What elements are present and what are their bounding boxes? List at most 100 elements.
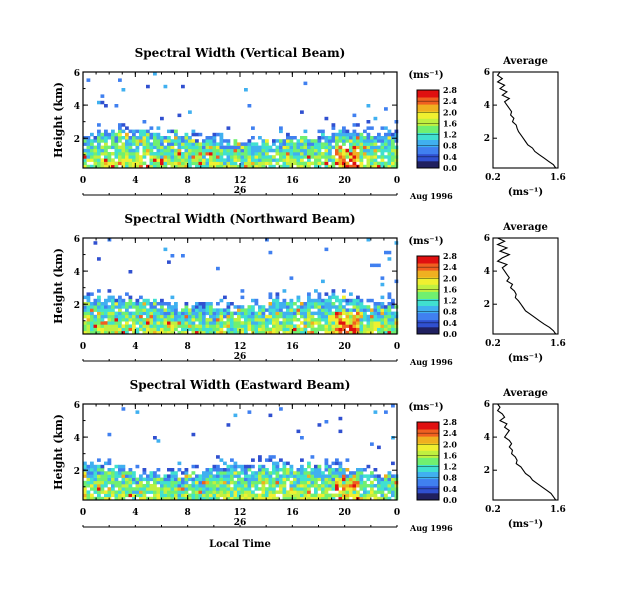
heatmap-cell — [272, 164, 276, 169]
heatmap-cell — [125, 161, 129, 166]
heatmap-cell — [128, 142, 133, 146]
heatmap-cell — [219, 327, 224, 332]
heatmap-cell — [370, 324, 374, 328]
heatmap-cell — [251, 477, 255, 482]
heatmap-cell — [293, 318, 297, 322]
heatmap-cell — [174, 324, 178, 328]
heatmap-cell — [251, 324, 255, 328]
heatmap-cell — [97, 308, 101, 312]
heatmap-cell — [240, 493, 245, 498]
heatmap-cell — [209, 148, 213, 153]
heatmap-cell — [100, 164, 105, 169]
heatmap-cell — [97, 132, 101, 137]
heatmap-cell — [370, 321, 374, 325]
heatmap-cell — [195, 490, 199, 494]
heatmap-cell — [247, 142, 252, 146]
heatmap-cell — [191, 477, 196, 482]
heatmap-cell — [328, 321, 332, 325]
heatmap-cell — [139, 305, 143, 309]
heatmap-cell — [286, 305, 290, 309]
heatmap-cell — [125, 324, 129, 328]
heatmap-cell — [114, 132, 119, 137]
heatmap-cell — [90, 152, 94, 156]
heatmap-cell — [307, 314, 311, 319]
heatmap-cell — [384, 164, 388, 169]
heatmap-cell — [328, 302, 332, 306]
heatmap-cell — [223, 161, 227, 166]
heatmap-cell — [125, 152, 129, 156]
heatmap-cell — [272, 314, 276, 319]
heatmap-cell — [125, 148, 129, 153]
heatmap-cell — [373, 161, 378, 166]
average-profile-line — [496, 403, 557, 501]
heatmap-cell — [352, 496, 357, 501]
heatmap-cell — [226, 464, 231, 469]
heatmap-cell — [167, 480, 171, 485]
heatmap-cell — [198, 308, 203, 312]
heatmap-cell — [328, 164, 332, 169]
heatmap-cell — [188, 496, 192, 501]
heatmap-cell — [240, 496, 245, 501]
heatmap-cell — [303, 471, 308, 475]
heatmap-cell — [93, 484, 98, 488]
heatmap-cell — [380, 276, 385, 280]
heatmap-cell — [233, 148, 238, 153]
heatmap-cell — [272, 490, 276, 494]
heatmap-cell — [328, 484, 332, 488]
heatmap-cell — [163, 136, 168, 140]
heatmap-cell — [314, 487, 318, 491]
heatmap-cell — [118, 318, 122, 322]
heatmap-cell — [349, 298, 353, 303]
heatmap-cell — [97, 295, 101, 300]
heatmap-cell — [170, 324, 175, 328]
heatmap-cell — [121, 123, 126, 127]
heatmap-cell — [240, 327, 245, 332]
heatmap-cell — [387, 496, 392, 501]
heatmap-cell — [181, 471, 185, 475]
heatmap-cell — [226, 330, 231, 335]
heatmap-cell — [286, 471, 290, 475]
colorbar-tick-label: 0.0 — [443, 495, 457, 505]
heatmap-cell — [366, 126, 371, 130]
heatmap-cell — [135, 314, 140, 319]
y-tick-label: 6 — [74, 69, 80, 79]
heatmap-cell — [261, 164, 266, 169]
heatmap-cell — [163, 321, 168, 325]
heatmap-cell — [198, 490, 203, 494]
heatmap-cell — [335, 158, 339, 162]
heatmap-cell — [366, 155, 371, 159]
heatmap-cell — [167, 311, 171, 316]
heatmap-cell — [184, 474, 189, 478]
colorbar-segment — [417, 139, 439, 148]
heatmap-cell — [331, 318, 336, 322]
heatmap-cell — [282, 330, 287, 335]
heatmap-cell — [258, 311, 262, 316]
heatmap-cell — [261, 148, 266, 153]
heatmap-cell — [114, 155, 119, 159]
colorbar-tick-label: 2.8 — [443, 85, 457, 95]
heatmap-cell — [331, 311, 336, 316]
heatmap-cell — [167, 136, 171, 140]
heatmap-cell — [83, 158, 87, 162]
heatmap-cell — [188, 155, 192, 159]
heatmap-cell — [104, 496, 108, 501]
heatmap-cell — [324, 164, 329, 169]
heatmap-cell — [86, 464, 91, 469]
heatmap-cells — [83, 72, 399, 169]
heatmap-cell — [146, 302, 150, 306]
heatmap-cell — [212, 327, 217, 332]
heatmap-cell — [363, 327, 367, 332]
heatmap-cell — [307, 295, 311, 300]
heatmap-cell — [167, 496, 171, 501]
heatmap-cell — [237, 308, 241, 312]
heatmap-cell — [356, 139, 360, 143]
heatmap-cell — [286, 152, 290, 156]
heatmap-cell — [303, 324, 308, 328]
heatmap-cell — [391, 298, 395, 303]
heatmap-cell — [352, 487, 357, 491]
heatmap-cell — [174, 142, 178, 146]
heatmap-cell — [373, 152, 378, 156]
heatmap-cell — [107, 305, 112, 309]
heatmap-cell — [135, 305, 140, 309]
heatmap-cell — [216, 308, 220, 312]
